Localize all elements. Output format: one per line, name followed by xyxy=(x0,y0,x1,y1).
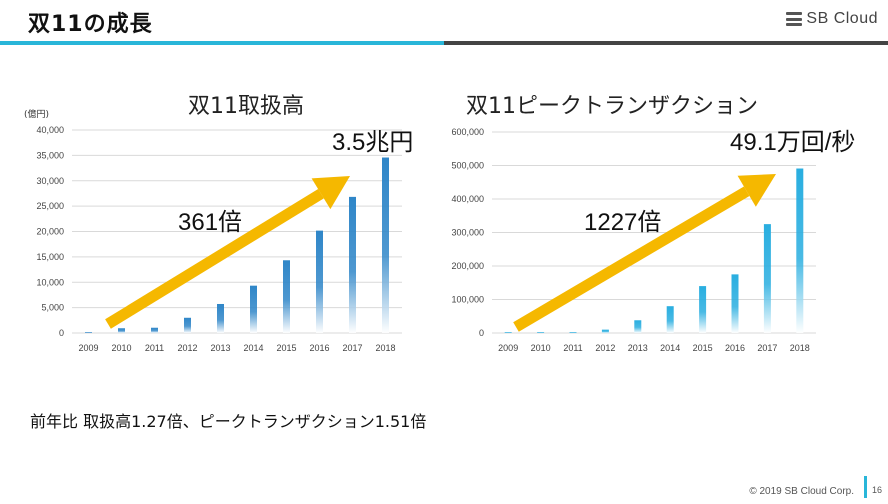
bar-2010 xyxy=(118,328,125,333)
y-axis-unit-label: (億円) xyxy=(24,108,49,120)
growth-arrow-head xyxy=(311,176,350,210)
bar-2010 xyxy=(537,332,545,333)
x-tick-label: 2009 xyxy=(78,343,98,353)
bar-2016 xyxy=(316,230,323,333)
x-tick-label: 2012 xyxy=(595,343,615,353)
brand-logo: SB Cloud xyxy=(786,10,878,28)
x-tick-label: 2014 xyxy=(243,343,263,353)
page-number: 16 xyxy=(872,485,883,495)
x-tick-label: 2018 xyxy=(790,343,810,353)
y-tick-label: 400,000 xyxy=(451,194,484,204)
x-tick-label: 2013 xyxy=(628,343,648,353)
y-tick-label: 100,000 xyxy=(451,295,484,305)
y-tick-label: 200,000 xyxy=(451,261,484,271)
chart-canvas: 0 100,000 200,000 300,000 400,000 500,000 600,… xyxy=(451,127,816,353)
header-dark-bar xyxy=(444,41,888,45)
x-tick-label: 2009 xyxy=(498,343,518,353)
bar-2009 xyxy=(85,332,92,333)
y-tick-label: 5,000 xyxy=(41,303,64,313)
bar-2015 xyxy=(283,260,290,333)
growth-multiplier-label: 361倍 xyxy=(178,209,243,236)
bar-2014 xyxy=(250,285,257,333)
growth-multiplier-label: 1227倍 xyxy=(584,209,662,236)
y-tick-label: 0 xyxy=(59,328,64,338)
bar-2017 xyxy=(349,196,356,333)
x-tick-label: 2014 xyxy=(660,343,680,353)
latest-value-label: 3.5兆円 xyxy=(332,129,414,156)
header-accent-bar xyxy=(0,41,444,45)
y-tick-label: 40,000 xyxy=(36,125,64,135)
growth-arrow-shaft xyxy=(513,186,750,332)
bar-2012 xyxy=(601,329,609,333)
y-tick-label: 30,000 xyxy=(36,176,64,186)
y-tick-label: 500,000 xyxy=(451,161,484,171)
y-tick-label: 10,000 xyxy=(36,277,64,287)
y-tick-label: 25,000 xyxy=(36,201,64,211)
y-tick-label: 0 xyxy=(479,328,484,338)
x-tick-label: 2015 xyxy=(693,343,713,353)
x-tick-label: 2018 xyxy=(375,343,395,353)
growth-arrow-head xyxy=(737,174,776,207)
x-tick-label: 2013 xyxy=(210,343,230,353)
latest-value-label: 49.1万回/秒 xyxy=(730,129,856,156)
footer-accent-bar xyxy=(864,476,867,498)
x-tick-label: 2011 xyxy=(145,343,164,353)
chart-title: 双11ピークトランザクション xyxy=(466,94,758,119)
growth-arrow-shaft xyxy=(105,189,324,329)
brand-name: SB Cloud xyxy=(806,10,878,27)
chart-peak-transactions: 双11ピークトランザクション 0 100,000 200,000 300,000 400… xyxy=(440,84,880,374)
y-tick-label: 35,000 xyxy=(36,150,64,160)
x-tick-label: 2017 xyxy=(757,343,777,353)
y-tick-label: 20,000 xyxy=(36,227,64,237)
bar-2018 xyxy=(382,157,389,333)
bar-2011 xyxy=(569,332,577,333)
bar-2009 xyxy=(504,332,512,333)
chart-transaction-volume: 双11取扱高 (億円) 0 5,000 10,000 15,000 20,000 25,00… xyxy=(20,84,430,374)
bar-2017 xyxy=(763,224,771,333)
page-title: 双11の成長 xyxy=(28,12,153,37)
bar-2013 xyxy=(634,320,642,333)
x-tick-label: 2017 xyxy=(342,343,362,353)
year-over-year-summary: 前年比 取扱高1.27倍、ピークトランザクション1.51倍 xyxy=(30,412,427,431)
bar-2012 xyxy=(184,317,191,333)
bar-2016 xyxy=(731,274,739,333)
x-tick-label: 2010 xyxy=(531,343,551,353)
x-tick-label: 2011 xyxy=(563,343,582,353)
chart-canvas: (億円) 0 5,000 10,000 15,000 20,000 25,000 30,000… xyxy=(24,108,402,353)
bar-2014 xyxy=(666,306,674,333)
x-tick-label: 2016 xyxy=(309,343,329,353)
bar-2018 xyxy=(796,168,804,333)
x-tick-label: 2010 xyxy=(111,343,131,353)
y-tick-label: 300,000 xyxy=(451,228,484,238)
y-tick-label: 15,000 xyxy=(36,252,64,262)
x-tick-label: 2015 xyxy=(276,343,296,353)
bar-2013 xyxy=(217,303,224,333)
x-tick-label: 2012 xyxy=(177,343,197,353)
copyright-text: © 2019 SB Cloud Corp. xyxy=(749,486,854,497)
bar-2011 xyxy=(151,327,158,333)
bar-2015 xyxy=(699,286,707,333)
x-tick-label: 2016 xyxy=(725,343,745,353)
y-tick-label: 600,000 xyxy=(451,127,484,137)
chart-title: 双11取扱高 xyxy=(188,94,304,119)
sb-cloud-logo-icon xyxy=(786,12,803,26)
